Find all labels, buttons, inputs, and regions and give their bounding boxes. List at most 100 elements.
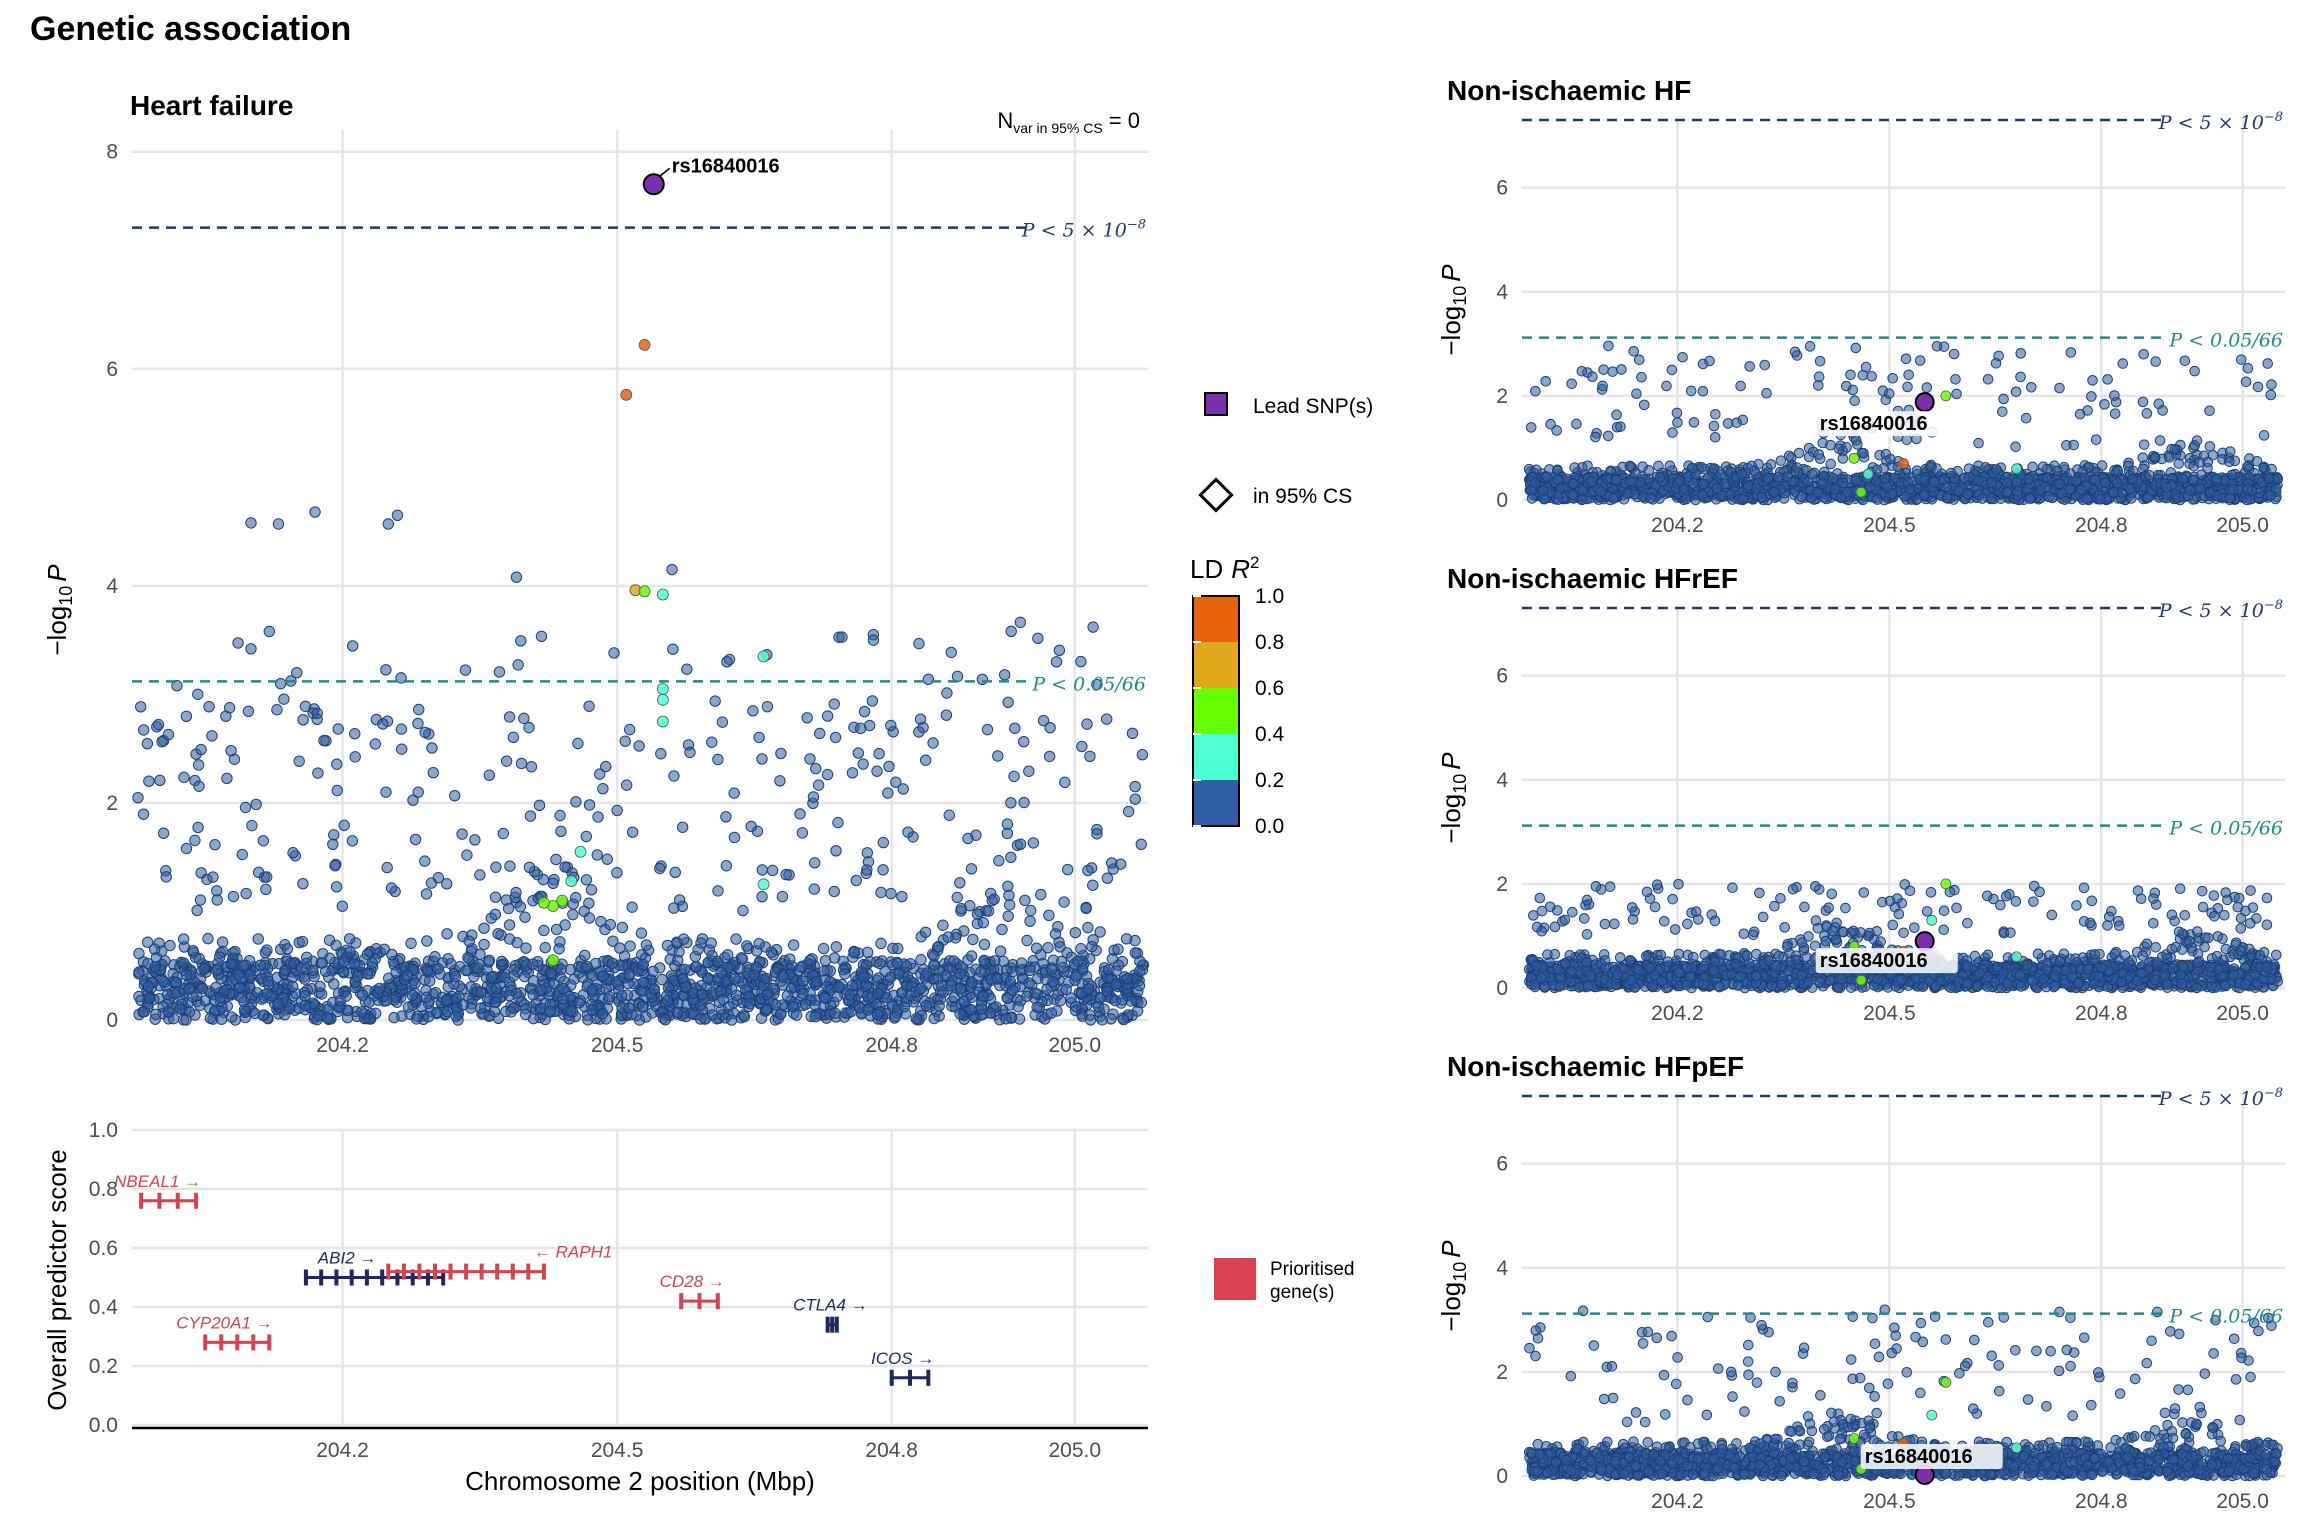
snp-point xyxy=(1607,366,1618,377)
snp-point xyxy=(1631,388,1642,400)
snp-point xyxy=(1129,780,1141,793)
snp-point xyxy=(1611,409,1622,421)
snp-point xyxy=(1666,364,1678,376)
snp-point xyxy=(936,979,948,992)
snp-point xyxy=(338,819,350,832)
snp-point xyxy=(966,976,978,989)
snp-point xyxy=(237,960,250,972)
snp-point xyxy=(1086,940,1098,953)
snp-point xyxy=(314,980,326,993)
snp-point xyxy=(919,926,932,938)
snp-point xyxy=(419,855,431,867)
snp-point xyxy=(286,980,299,993)
snp-point xyxy=(661,939,674,952)
snp-point xyxy=(2179,355,2191,367)
snp-point xyxy=(287,847,299,859)
snp-point xyxy=(1779,922,1790,933)
snp-point xyxy=(877,836,890,849)
snp-point xyxy=(809,857,821,869)
y-tick-label: 4 xyxy=(1496,281,1508,304)
snp-point xyxy=(720,860,733,872)
snp-point xyxy=(712,885,724,897)
snp-point xyxy=(2020,412,2032,424)
snp-point xyxy=(910,1013,922,1025)
snp-point xyxy=(1003,889,1015,902)
snp-point xyxy=(2086,391,2097,402)
snp-point xyxy=(373,982,385,995)
snp-point xyxy=(547,877,559,890)
snp-point xyxy=(1587,371,1598,383)
snp-point xyxy=(261,987,273,1000)
snp-point xyxy=(293,755,305,767)
snp-point xyxy=(2027,461,2038,473)
snp-point xyxy=(2064,483,2076,495)
snp-point xyxy=(440,994,453,1006)
snp-point xyxy=(832,981,845,993)
snp-point xyxy=(149,961,161,973)
snp-point xyxy=(583,912,596,924)
snp-point xyxy=(157,975,169,987)
gene-exon xyxy=(386,1263,391,1280)
snp-point xyxy=(761,988,774,1001)
snp-point xyxy=(2099,399,2110,410)
snp-point xyxy=(192,688,204,700)
snp-point xyxy=(1571,418,1582,430)
snp-point xyxy=(254,959,266,972)
snp-point xyxy=(755,1012,768,1024)
snp-point xyxy=(150,1008,162,1020)
snp-point xyxy=(898,1001,911,1013)
snp-point xyxy=(497,827,510,840)
snp-point xyxy=(273,957,285,970)
snp-point xyxy=(867,634,880,646)
snp-point xyxy=(1998,393,2009,405)
snp-point xyxy=(885,887,897,900)
snp-point xyxy=(2011,476,2023,488)
snp-point xyxy=(2242,483,2254,495)
snp-point xyxy=(193,780,205,792)
snp-point xyxy=(804,753,816,765)
snp-point xyxy=(872,972,885,984)
snp-point xyxy=(679,981,692,993)
snp-point xyxy=(1069,926,1082,939)
snp-point xyxy=(2169,443,2181,455)
snp-point xyxy=(490,861,502,873)
snp-point xyxy=(795,961,807,973)
snp-point xyxy=(1037,714,1050,727)
snp-point xyxy=(2141,408,2153,419)
snp-point xyxy=(817,942,830,955)
snp-point xyxy=(564,963,577,976)
snp-point xyxy=(2245,885,2256,896)
snp-point xyxy=(192,821,204,834)
gene-ylabel: Overall predictor score xyxy=(42,1149,72,1411)
snp-point xyxy=(380,786,392,798)
snp-point xyxy=(1054,994,1067,1007)
ld-point xyxy=(537,896,550,909)
snp-point xyxy=(2262,358,2273,369)
snp-point xyxy=(1576,494,1588,506)
snp-point xyxy=(2001,486,2013,498)
snp-point xyxy=(141,936,154,948)
snp-point xyxy=(2144,470,2155,481)
y-tick-label: 0 xyxy=(106,1009,118,1032)
ld-point xyxy=(656,588,669,601)
snp-point xyxy=(640,939,653,951)
genome-wide-threshold-label: P < 5 × 10−8 xyxy=(2158,110,2283,134)
snp-point xyxy=(2011,486,2023,497)
snp-point xyxy=(804,954,816,967)
snp-point xyxy=(1065,992,1077,1004)
snp-point xyxy=(1112,943,1124,955)
snp-point xyxy=(1121,972,1134,985)
snp-point xyxy=(601,853,613,865)
snp-point xyxy=(272,518,285,530)
snp-point xyxy=(351,970,364,983)
gene-label: NBEAL1 → xyxy=(114,1172,201,1191)
snp-point xyxy=(309,506,321,518)
snp-point xyxy=(871,765,883,777)
gene-exon xyxy=(825,1316,830,1333)
snp-point xyxy=(597,783,609,795)
snp-point xyxy=(503,711,516,723)
snp-point xyxy=(533,799,546,812)
snp-point xyxy=(227,890,240,903)
snp-point xyxy=(492,927,504,940)
snp-point xyxy=(2266,379,2277,390)
